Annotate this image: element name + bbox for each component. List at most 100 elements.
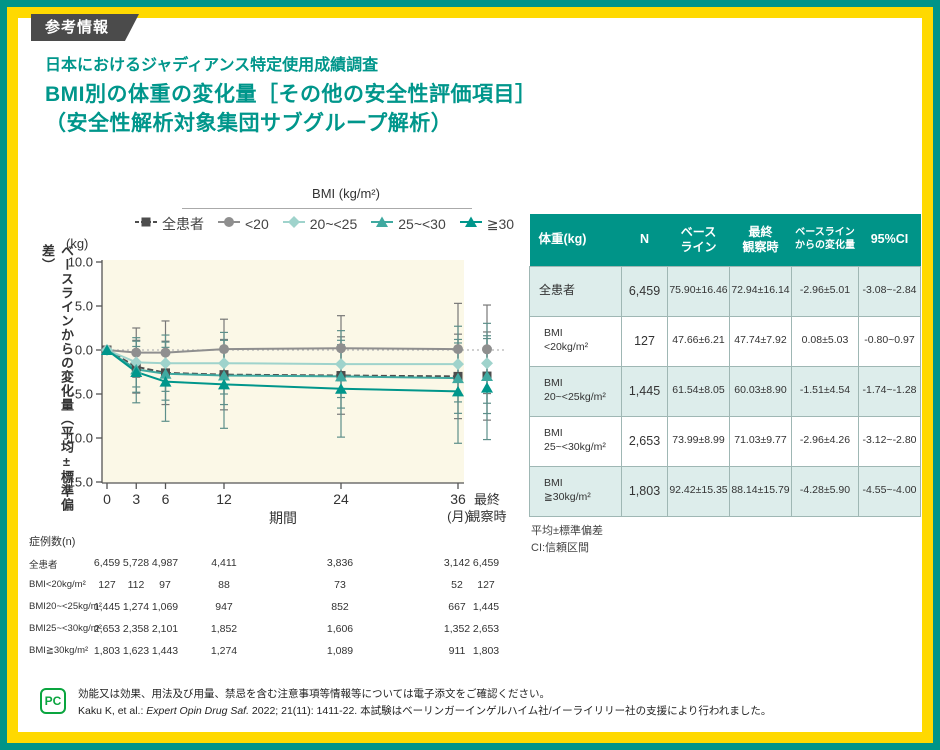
summary-col-header: ベースライン からの変化量 <box>791 214 859 266</box>
reference-info-badge: 参考情報 <box>31 14 139 41</box>
square-marker-glyph <box>135 217 157 226</box>
summary-col-header: 95%CI <box>858 214 921 266</box>
table-footnotes: 平均±標準偏差 CI:信頼区間 <box>531 523 603 557</box>
diamond-marker-glyph <box>282 215 305 228</box>
x-tick-label: 3 <box>132 491 140 507</box>
data-point-diamond <box>159 357 172 370</box>
data-point-diamond <box>452 358 464 371</box>
summary-row-label: BMI ≧30kg/m² <box>529 465 622 517</box>
data-point-final-triangle <box>481 382 493 393</box>
legend-group-label: BMI (kg/m²) <box>312 186 380 201</box>
legend-label: ≧30 <box>486 215 515 232</box>
summary-cell: -2.96±5.01 <box>791 265 859 317</box>
summary-row-label: BMI 20~<25kg/m² <box>529 365 622 417</box>
n-value: 5,728 <box>122 557 150 569</box>
summary-cell: 47.66±6.21 <box>667 315 730 367</box>
n-value: 1,803 <box>93 645 121 657</box>
series-line-triangle <box>106 349 459 393</box>
triangle-marker-glyph <box>459 216 482 227</box>
legend-label: 20~<25 <box>309 216 358 232</box>
summary-cell: 61.54±8.05 <box>667 365 730 417</box>
circle-marker-icon <box>217 215 241 234</box>
summary-table-body: 全患者 6,459 75.90±16.46 72.94±16.14 -2.96±5.01… <box>529 265 921 517</box>
n-value: 88 <box>218 579 230 591</box>
y-axis-label: ベースラインからの変化量（平均±標準偏差） <box>40 244 74 512</box>
n-value: 1,089 <box>326 645 354 657</box>
n-value: 6,459 <box>93 557 121 569</box>
legend-item-bmi-20-25: 20~<25 <box>282 215 358 234</box>
n-row-label: BMI25~<30kg/m² <box>29 623 102 634</box>
legend-marker-shape <box>224 216 234 227</box>
data-point-triangle <box>335 383 347 394</box>
summary-cell: -3.12~-2.80 <box>858 415 921 467</box>
n-value: 1,274 <box>210 645 238 657</box>
legend-item-bmi-25-30: 25~<30 <box>370 215 446 234</box>
summary-cell: -1.74~-1.28 <box>858 365 921 417</box>
data-point-triangle <box>218 378 230 390</box>
summary-cell: 71.03±9.77 <box>729 415 792 467</box>
reference-prefix: Kaku K, et al.: <box>78 705 147 718</box>
n-value: 52 <box>451 579 463 591</box>
n-value: 127 <box>477 579 495 591</box>
n-value: 3,836 <box>326 557 354 569</box>
summary-cell: 2,653 <box>621 415 668 467</box>
n-value: 1,852 <box>210 623 238 635</box>
y-tick-label: -15.0 <box>63 475 93 490</box>
series-line-diamond <box>106 349 458 366</box>
triangle-marker-icon <box>370 215 394 234</box>
summary-col-header: N <box>621 214 668 266</box>
summary-cell: -3.08~-2.84 <box>858 265 921 317</box>
summary-cell: 127 <box>621 315 668 367</box>
summary-cell: 75.90±16.46 <box>667 265 730 317</box>
data-point-diamond <box>335 358 347 371</box>
y-axis-unit: (kg) <box>66 236 89 251</box>
footer-text: 効能又は効果、用法及び用量、禁忌を含む注意事項等情報等については電子添文をご確認… <box>78 686 771 721</box>
page-border-yellow: 参考情報 日本におけるジャディアンス特定使用成績調査 BMI別の体重の変化量［そ… <box>7 7 933 743</box>
legend-label: 全患者 <box>162 216 204 232</box>
legend-underline <box>182 208 472 209</box>
case-count-table: 症例数(n) 全患者 6,459 5,728 4,987 4,411 3,836 3,142… <box>29 533 529 673</box>
footer-caution-line: 効能又は効果、用法及び用量、禁忌を含む注意事項等情報等については電子添文をご確認… <box>78 688 550 700</box>
summary-cell: 60.03±8.90 <box>729 365 792 417</box>
data-point-triangle <box>159 368 172 379</box>
page-content: 参考情報 日本におけるジャディアンス特定使用成績調査 BMI別の体重の変化量［そ… <box>18 14 922 732</box>
summary-cell: -4.28±5.90 <box>791 465 859 517</box>
summary-cell: 72.94±16.14 <box>729 265 792 317</box>
n-value: 97 <box>159 579 171 591</box>
summary-cell: 0.08±5.03 <box>791 315 859 367</box>
circle-marker-glyph <box>218 216 240 227</box>
square-marker-icon <box>134 215 158 234</box>
x-tick-label: 36 <box>450 491 466 507</box>
y-tick-label: -5.0 <box>71 387 93 402</box>
n-value: 2,101 <box>151 623 179 635</box>
legend-marker-shape <box>464 216 477 227</box>
data-point-triangle <box>101 344 113 355</box>
n-row-label: BMI20~<25kg/m² <box>29 601 102 612</box>
reference-journal: Expert Opin Drug Saf. <box>146 705 250 718</box>
summary-table-row: 全患者 6,459 75.90±16.46 72.94±16.14 -2.96±5.01… <box>529 265 921 317</box>
triangle-marker-glyph <box>371 216 394 227</box>
summary-cell: -4.55~-4.00 <box>858 465 921 517</box>
n-value: 1,606 <box>326 623 354 635</box>
summary-cell: 73.99±8.99 <box>667 415 730 467</box>
summary-cell: 88.14±15.79 <box>729 465 792 517</box>
summary-cell: 92.42±15.35 <box>667 465 730 517</box>
n-value: 852 <box>331 601 349 613</box>
summary-table-row: BMI <20kg/m² 127 47.66±6.21 47.74±7.92 0.08±5… <box>529 315 921 367</box>
legend-item-bmi-lt20: <20 <box>217 215 269 234</box>
data-point-circle <box>131 347 142 358</box>
n-value: 73 <box>334 579 346 591</box>
n-value: 2,358 <box>122 623 150 635</box>
data-point-final-triangle <box>481 370 493 382</box>
page-title-line1: BMI別の体重の変化量［その他の安全性評価項目］ <box>45 83 537 106</box>
x-tick-label: 12 <box>216 491 232 507</box>
n-value: 4,411 <box>211 557 237 569</box>
summary-cell: 1,445 <box>621 365 668 417</box>
n-value: 2,653 <box>472 623 500 635</box>
n-row-label: 全患者 <box>29 560 58 571</box>
footnote-ci: CI:信頼区間 <box>531 542 590 555</box>
n-value: 112 <box>127 579 145 591</box>
n-value: 4,987 <box>151 557 179 569</box>
n-value: 1,445 <box>93 601 121 613</box>
summary-cell: 6,459 <box>621 265 668 317</box>
